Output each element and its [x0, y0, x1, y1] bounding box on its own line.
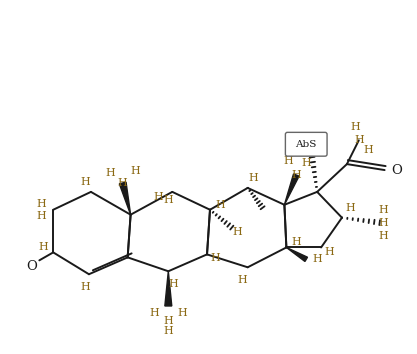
Text: H: H: [177, 308, 187, 318]
Text: H: H: [312, 254, 322, 264]
Text: H: H: [291, 238, 301, 247]
Text: H: H: [284, 156, 293, 166]
FancyBboxPatch shape: [285, 132, 327, 156]
Text: H: H: [168, 279, 178, 289]
Text: H: H: [118, 178, 128, 188]
Text: H: H: [36, 199, 46, 209]
Text: H: H: [345, 203, 355, 213]
Text: O: O: [26, 260, 37, 273]
Text: H: H: [233, 227, 243, 236]
Text: H: H: [215, 200, 225, 210]
Text: H: H: [38, 242, 48, 252]
Text: H: H: [163, 326, 173, 336]
Text: H: H: [305, 139, 315, 149]
Text: H: H: [291, 170, 301, 180]
Text: H: H: [106, 168, 116, 178]
Polygon shape: [286, 247, 307, 262]
Text: H: H: [210, 253, 220, 263]
Text: H: H: [163, 316, 173, 326]
Text: H: H: [324, 247, 334, 257]
Text: H: H: [238, 275, 248, 285]
Text: H: H: [354, 135, 364, 145]
Text: H: H: [80, 177, 90, 187]
Text: H: H: [80, 282, 90, 292]
Text: H: H: [36, 211, 46, 221]
Text: AbS: AbS: [296, 140, 317, 149]
Text: H: H: [350, 122, 360, 132]
Text: H: H: [150, 308, 159, 318]
Text: H: H: [153, 192, 163, 202]
Text: H: H: [379, 205, 389, 215]
Text: H: H: [301, 158, 311, 168]
Text: H: H: [131, 166, 141, 176]
Text: H: H: [163, 195, 173, 205]
Text: H: H: [364, 145, 374, 155]
Polygon shape: [284, 174, 299, 205]
Text: O: O: [391, 164, 402, 177]
Text: H: H: [379, 230, 389, 240]
Polygon shape: [165, 271, 172, 306]
Text: H: H: [249, 173, 259, 183]
Polygon shape: [119, 182, 131, 215]
Text: H: H: [379, 218, 389, 228]
